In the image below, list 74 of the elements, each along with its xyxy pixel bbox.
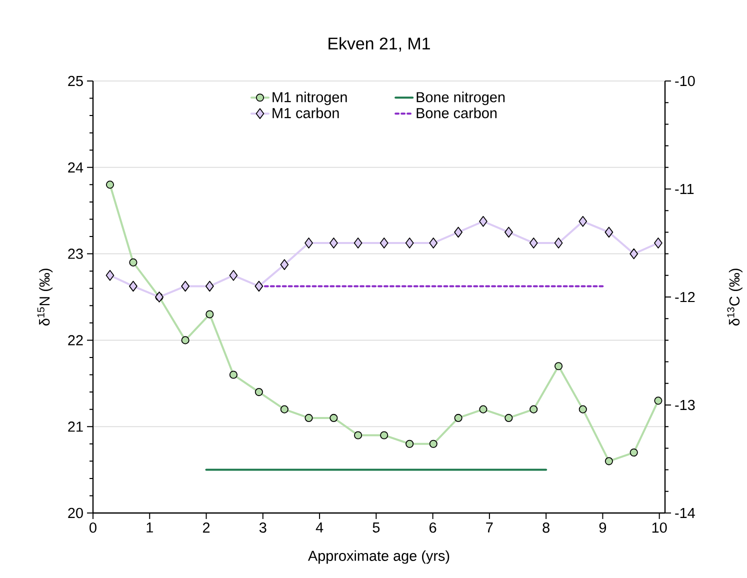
- point: [181, 280, 190, 292]
- point: [604, 457, 613, 466]
- point: [529, 238, 538, 248]
- x-axis-title: Approximate age (yrs): [308, 550, 450, 564]
- y2-tick-label: -11: [675, 184, 694, 194]
- point: [429, 440, 438, 448]
- x-tick-label: 2: [202, 522, 210, 533]
- y-tick-label: 23: [68, 248, 83, 259]
- x-tick-label: 1: [146, 522, 153, 532]
- x-tick-label: 5: [372, 522, 380, 533]
- point: [280, 405, 288, 414]
- x-tick-label: 10: [652, 522, 667, 533]
- x-tick-label: 6: [430, 522, 436, 533]
- point: [254, 388, 263, 396]
- y-tick-label: 20: [68, 508, 83, 518]
- point: [504, 226, 513, 238]
- point: [380, 238, 388, 248]
- chart-title: Ekven 21, M1: [328, 37, 430, 52]
- x-tick-label: 7: [486, 522, 493, 532]
- point: [454, 226, 462, 238]
- point: [406, 440, 414, 448]
- legend-label: M1 carbon: [272, 108, 339, 118]
- point: [479, 405, 488, 414]
- y-tick-label: 25: [68, 76, 83, 86]
- point: [554, 362, 563, 370]
- point: [630, 248, 638, 260]
- legend-label: Bone nitrogen: [416, 92, 505, 106]
- point: [106, 270, 114, 281]
- y-tick-label: 22: [68, 335, 83, 346]
- point: [280, 259, 289, 270]
- point: [405, 238, 414, 248]
- point: [304, 238, 313, 248]
- point: [330, 238, 338, 248]
- point: [354, 431, 362, 440]
- legend-label: Bone carbon: [416, 108, 497, 118]
- point: [181, 336, 190, 344]
- y-tick-label: 24: [68, 162, 84, 172]
- point: [330, 414, 338, 422]
- point: [206, 310, 214, 318]
- point: [454, 414, 462, 422]
- x-tick-label: 4: [316, 522, 324, 532]
- y2-tick-label: -12: [675, 292, 695, 302]
- y2-axis-title: δ$^{13}$C (‰): [727, 268, 742, 326]
- point: [654, 238, 662, 248]
- point: [205, 280, 214, 292]
- point: [429, 238, 438, 248]
- y2-tick-label: -13: [675, 400, 695, 410]
- point: [304, 414, 313, 422]
- point: [129, 280, 138, 292]
- y-axis-title: δ$^{15}$N (‰): [37, 268, 53, 326]
- point: [229, 370, 238, 379]
- point: [229, 270, 238, 281]
- y2-tick-label: -10: [675, 76, 695, 86]
- point: [554, 238, 563, 248]
- y2-tick-label: -14: [675, 508, 695, 518]
- x-tick-label: 9: [599, 522, 606, 533]
- point: [504, 414, 513, 422]
- point: [604, 226, 614, 238]
- point: [254, 280, 264, 292]
- point: [578, 405, 587, 414]
- legend-label: M1 nitrogen: [272, 92, 347, 106]
- point: [654, 396, 662, 405]
- point: [129, 258, 138, 266]
- point: [479, 216, 488, 227]
- x-tick-label: 0: [90, 522, 96, 533]
- point: [354, 238, 362, 248]
- point: [578, 216, 588, 227]
- point: [380, 431, 388, 440]
- point: [630, 448, 638, 457]
- point: [106, 180, 114, 189]
- x-tick-label: 8: [542, 522, 550, 533]
- point: [530, 405, 538, 414]
- y-tick-label: 21: [68, 422, 83, 432]
- x-tick-label: 3: [259, 522, 266, 533]
